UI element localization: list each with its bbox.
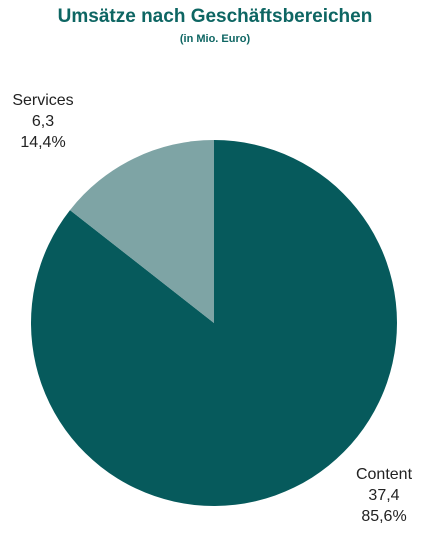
chart-title: Umsätze nach Geschäftsbereichen [57, 6, 373, 27]
slice-label-content: Content 37,4 85,6% [340, 464, 428, 527]
pie-slice-services [69, 140, 215, 323]
slice-percent-content: 85,6% [361, 508, 407, 525]
slice-value-services: 6,3 [31, 113, 55, 130]
slice-name-services: Services [12, 92, 74, 109]
pie-slice-content [30, 140, 397, 506]
chart-subtitle: (in Mio. Euro) [179, 33, 251, 45]
slice-value-content: 37,4 [368, 487, 400, 504]
slice-percent-services: 14,4% [20, 134, 66, 151]
slice-label-services: Services 6,3 14,4% [0, 90, 86, 153]
slice-name-content: Content [355, 466, 413, 483]
